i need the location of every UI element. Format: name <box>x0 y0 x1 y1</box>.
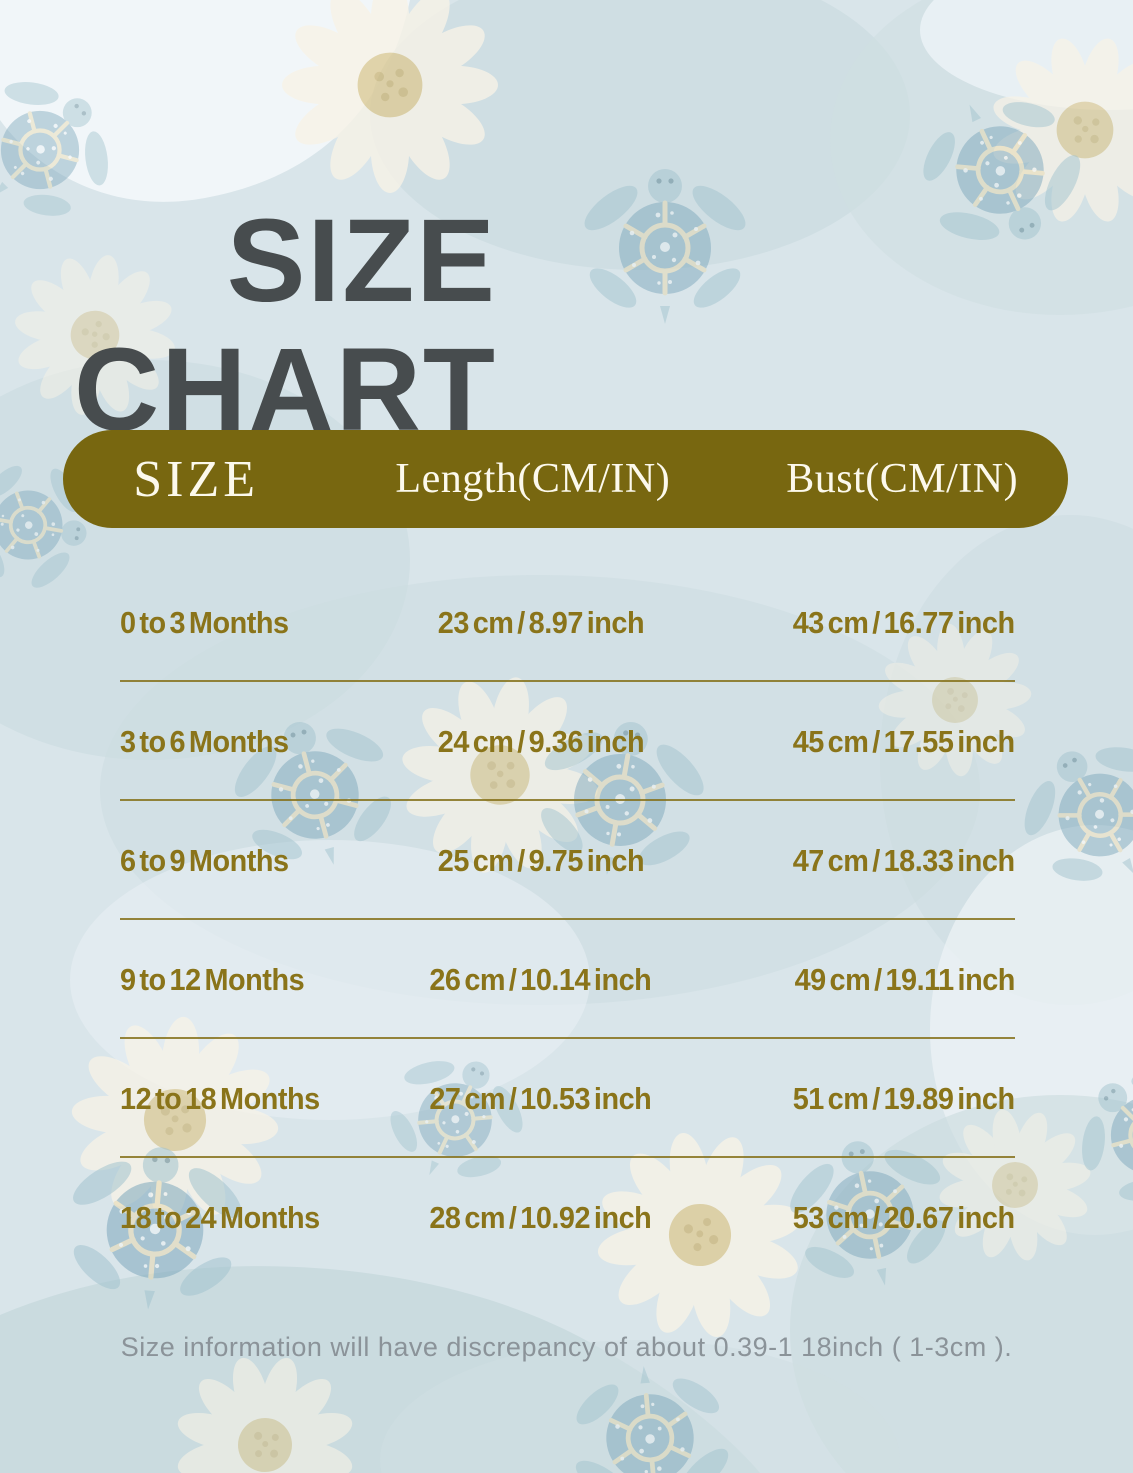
cell-length: 28 cm / 10.92 inch <box>429 1199 652 1235</box>
cell-bust: 49 cm / 19.11 inch <box>794 961 1016 997</box>
column-header-length: Length(CM/IN) <box>395 456 671 502</box>
size-table-body: 0 to 3 Months 23 cm / 8.97 inch 43 cm / … <box>0 563 1133 1277</box>
cell-bust: 43 cm / 16.77 inch <box>793 604 1015 640</box>
cell-length: 25 cm / 9.75 inch <box>437 842 644 878</box>
cell-bust: 47 cm / 18.33 inch <box>793 842 1015 878</box>
cell-bust: 45 cm / 17.55 inch <box>793 723 1015 759</box>
size-discrepancy-note: Size information will have discrepancy o… <box>120 1332 1013 1362</box>
table-row: 3 to 6 Months 24 cm / 9.36 inch 45 cm / … <box>0 682 1133 801</box>
cell-size: 18 to 24 Months <box>120 1199 320 1235</box>
cell-bust: 53 cm / 20.67 inch <box>793 1199 1015 1235</box>
cell-size: 6 to 9 Months <box>120 842 289 878</box>
page-title-line1: SIZE <box>226 195 497 328</box>
cell-size: 0 to 3 Months <box>120 604 289 640</box>
cell-length: 26 cm / 10.14 inch <box>429 961 652 997</box>
table-row: 18 to 24 Months 28 cm / 10.92 inch 53 cm… <box>0 1158 1133 1277</box>
cell-length: 24 cm / 9.36 inch <box>437 723 644 759</box>
page-title: SIZE CHART <box>0 197 497 455</box>
cell-size: 12 to 18 Months <box>120 1080 320 1116</box>
cell-length: 23 cm / 8.97 inch <box>437 604 644 640</box>
table-row: 6 to 9 Months 25 cm / 9.75 inch 47 cm / … <box>0 801 1133 920</box>
table-row: 12 to 18 Months 27 cm / 10.53 inch 51 cm… <box>0 1039 1133 1158</box>
table-row: 9 to 12 Months 26 cm / 10.14 inch 49 cm … <box>0 920 1133 1039</box>
column-header-bust: Bust(CM/IN) <box>786 456 1019 502</box>
cell-length: 27 cm / 10.53 inch <box>429 1080 652 1116</box>
table-row: 0 to 3 Months 23 cm / 8.97 inch 43 cm / … <box>0 563 1133 682</box>
column-header-size: SIZE <box>133 450 260 508</box>
table-header-bar: SIZE Length(CM/IN) Bust(CM/IN) <box>63 430 1068 528</box>
cell-size: 3 to 6 Months <box>120 723 289 759</box>
cell-bust: 51 cm / 19.89 inch <box>793 1080 1015 1116</box>
cell-size: 9 to 12 Months <box>120 961 305 997</box>
